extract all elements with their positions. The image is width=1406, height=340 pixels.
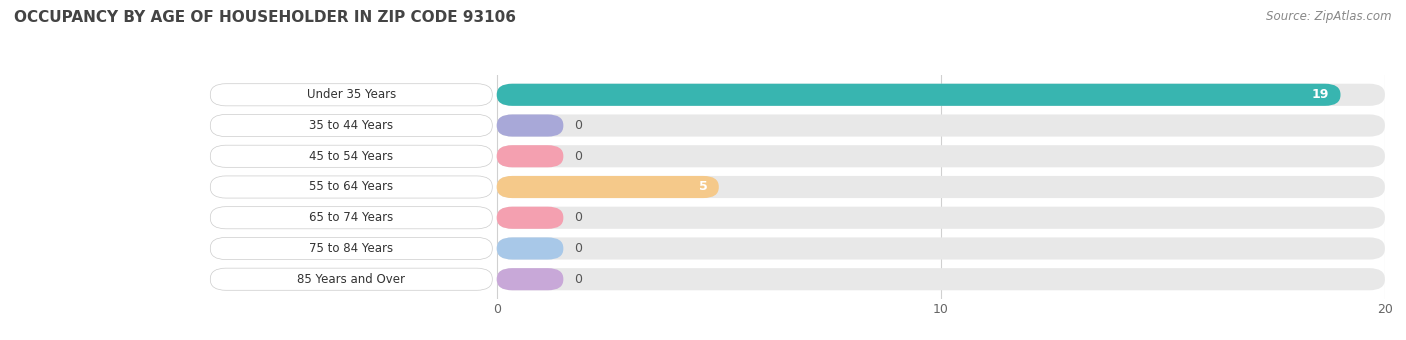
FancyBboxPatch shape bbox=[496, 207, 564, 229]
Text: 0: 0 bbox=[575, 211, 582, 224]
FancyBboxPatch shape bbox=[496, 115, 1385, 137]
FancyBboxPatch shape bbox=[496, 176, 1385, 198]
Text: 0: 0 bbox=[575, 273, 582, 286]
FancyBboxPatch shape bbox=[496, 207, 1385, 229]
Text: 85 Years and Over: 85 Years and Over bbox=[297, 273, 405, 286]
Text: 5: 5 bbox=[699, 181, 707, 193]
FancyBboxPatch shape bbox=[496, 268, 564, 290]
FancyBboxPatch shape bbox=[211, 176, 492, 198]
Text: Source: ZipAtlas.com: Source: ZipAtlas.com bbox=[1267, 10, 1392, 23]
Text: 0: 0 bbox=[575, 242, 582, 255]
FancyBboxPatch shape bbox=[496, 268, 1385, 290]
FancyBboxPatch shape bbox=[211, 145, 492, 167]
FancyBboxPatch shape bbox=[496, 145, 564, 167]
FancyBboxPatch shape bbox=[496, 237, 1385, 259]
FancyBboxPatch shape bbox=[496, 145, 1385, 167]
Text: 19: 19 bbox=[1312, 88, 1330, 101]
Text: OCCUPANCY BY AGE OF HOUSEHOLDER IN ZIP CODE 93106: OCCUPANCY BY AGE OF HOUSEHOLDER IN ZIP C… bbox=[14, 10, 516, 25]
Text: 0: 0 bbox=[575, 119, 582, 132]
FancyBboxPatch shape bbox=[496, 176, 718, 198]
FancyBboxPatch shape bbox=[496, 237, 564, 259]
Text: 55 to 64 Years: 55 to 64 Years bbox=[309, 181, 394, 193]
FancyBboxPatch shape bbox=[211, 207, 492, 229]
Text: 65 to 74 Years: 65 to 74 Years bbox=[309, 211, 394, 224]
FancyBboxPatch shape bbox=[211, 268, 492, 290]
FancyBboxPatch shape bbox=[211, 115, 492, 137]
FancyBboxPatch shape bbox=[496, 84, 1385, 106]
Text: 35 to 44 Years: 35 to 44 Years bbox=[309, 119, 394, 132]
Text: Under 35 Years: Under 35 Years bbox=[307, 88, 396, 101]
FancyBboxPatch shape bbox=[211, 237, 492, 259]
FancyBboxPatch shape bbox=[496, 84, 1340, 106]
Text: 0: 0 bbox=[575, 150, 582, 163]
FancyBboxPatch shape bbox=[496, 115, 564, 137]
Text: 75 to 84 Years: 75 to 84 Years bbox=[309, 242, 394, 255]
Text: 45 to 54 Years: 45 to 54 Years bbox=[309, 150, 394, 163]
FancyBboxPatch shape bbox=[211, 84, 492, 106]
